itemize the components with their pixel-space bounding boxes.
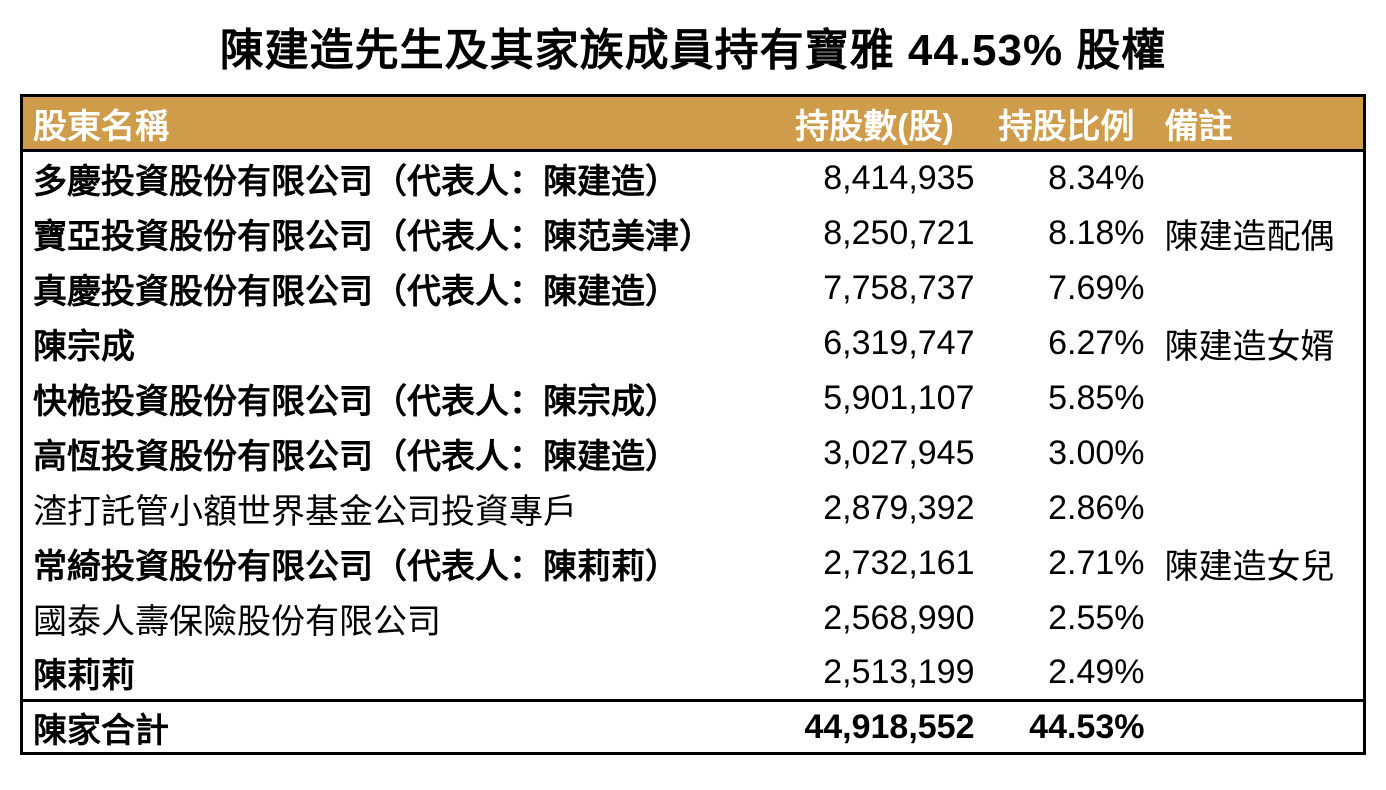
- shares-held: 8,250,721: [823, 213, 975, 252]
- table-row: 多慶投資股份有限公司（代表人：陳建造） 8,414,935 8.34%: [22, 151, 1365, 206]
- shares-held: 2,513,199: [823, 652, 975, 691]
- shareholder-name: 陳宗成: [33, 327, 135, 366]
- remark: [1153, 426, 1365, 481]
- shares-held: 7,758,737: [823, 268, 975, 307]
- remark: [1153, 261, 1365, 316]
- shareholder-name: 陳莉莉: [33, 656, 135, 695]
- table-row: 國泰人壽保險股份有限公司 2,568,990 2.55%: [22, 591, 1365, 646]
- shares-held: 8,414,935: [823, 159, 975, 198]
- holding-percentage: 2.71%: [1048, 543, 1145, 582]
- holding-percentage: 7.69%: [1048, 268, 1145, 307]
- table-row: 高恆投資股份有限公司（代表人：陳建造） 3,027,945 3.00%: [22, 426, 1365, 481]
- table-footer: 陳家合計 44,918,552 44.53%: [21, 699, 1365, 754]
- total-percentage: 44.53%: [980, 699, 1153, 754]
- shareholder-name: 國泰人壽保險股份有限公司: [33, 602, 441, 641]
- holding-percentage: 3.00%: [1048, 433, 1145, 472]
- total-row: 陳家合計 44,918,552 44.53%: [21, 699, 1365, 754]
- remark: [1153, 646, 1365, 701]
- remark: 陳建造女兒: [1164, 547, 1335, 586]
- column-header-shares-held: 持股數(股): [768, 95, 981, 152]
- shareholder-name: 快桅投資股份有限公司（代表人：陳宗成）: [33, 382, 679, 421]
- column-header-shareholder-name: 股東名稱: [21, 95, 769, 152]
- shareholding-table: 股東名稱 持股數(股) 持股比例 備註 多慶投資股份有限公司（代表人：陳建造） …: [20, 94, 1366, 755]
- shareholding-table-container: 股東名稱 持股數(股) 持股比例 備註 多慶投資股份有限公司（代表人：陳建造） …: [20, 94, 1366, 755]
- column-header-holding-ratio: 持股比例: [980, 95, 1153, 152]
- table-row: 常綺投資股份有限公司（代表人：陳莉莉） 2,732,161 2.71% 陳建造女…: [22, 536, 1365, 591]
- remark: [1153, 151, 1365, 206]
- table-row: 寶亞投資股份有限公司（代表人：陳范美津） 8,250,721 8.18% 陳建造…: [22, 206, 1365, 261]
- remark: 陳建造女婿: [1164, 327, 1335, 366]
- shareholder-name: 寶亞投資股份有限公司（代表人：陳范美津）: [33, 217, 713, 256]
- shareholder-name: 真慶投資股份有限公司（代表人：陳建造）: [33, 272, 679, 311]
- shares-held: 2,879,392: [823, 488, 975, 527]
- holding-percentage: 2.86%: [1048, 488, 1145, 527]
- table-row: 陳莉莉 2,513,199 2.49%: [22, 646, 1365, 701]
- table-row: 陳宗成 6,319,747 6.27% 陳建造女婿: [22, 316, 1365, 371]
- shareholder-name: 多慶投資股份有限公司（代表人：陳建造）: [33, 163, 679, 202]
- total-label: 陳家合計: [21, 699, 769, 754]
- shareholder-name: 常綺投資股份有限公司（代表人：陳莉莉）: [33, 547, 679, 586]
- shares-held: 5,901,107: [823, 378, 975, 417]
- holding-percentage: 6.27%: [1048, 323, 1145, 362]
- total-shares: 44,918,552: [768, 699, 981, 754]
- remark: [1153, 481, 1365, 536]
- column-header-remarks: 備註: [1152, 95, 1365, 152]
- holding-percentage: 2.55%: [1048, 598, 1145, 637]
- table-header: 股東名稱 持股數(股) 持股比例 備註: [21, 95, 1365, 152]
- remark: [1153, 591, 1365, 646]
- shares-held: 2,732,161: [823, 543, 975, 582]
- page-title: 陳建造先生及其家族成員持有寶雅 44.53% 股權: [219, 26, 1167, 75]
- shareholder-name: 高恆投資股份有限公司（代表人：陳建造）: [33, 437, 679, 476]
- remark: [1153, 371, 1365, 426]
- holding-percentage: 8.18%: [1048, 213, 1145, 252]
- holding-percentage: 5.85%: [1048, 378, 1145, 417]
- shareholder-name: 渣打託管小額世界基金公司投資專戶: [33, 492, 577, 531]
- table-row: 快桅投資股份有限公司（代表人：陳宗成） 5,901,107 5.85%: [22, 371, 1365, 426]
- table-row: 渣打託管小額世界基金公司投資專戶 2,879,392 2.86%: [22, 481, 1365, 536]
- holding-percentage: 8.34%: [1048, 159, 1145, 198]
- shares-held: 2,568,990: [823, 598, 975, 637]
- shares-held: 3,027,945: [823, 433, 975, 472]
- total-note: [1152, 699, 1365, 754]
- table-body: 多慶投資股份有限公司（代表人：陳建造） 8,414,935 8.34% 寶亞投資…: [22, 151, 1365, 701]
- remark: 陳建造配偶: [1164, 217, 1335, 256]
- shares-held: 6,319,747: [823, 323, 975, 362]
- table-row: 真慶投資股份有限公司（代表人：陳建造） 7,758,737 7.69%: [22, 261, 1365, 316]
- holding-percentage: 2.49%: [1048, 652, 1145, 691]
